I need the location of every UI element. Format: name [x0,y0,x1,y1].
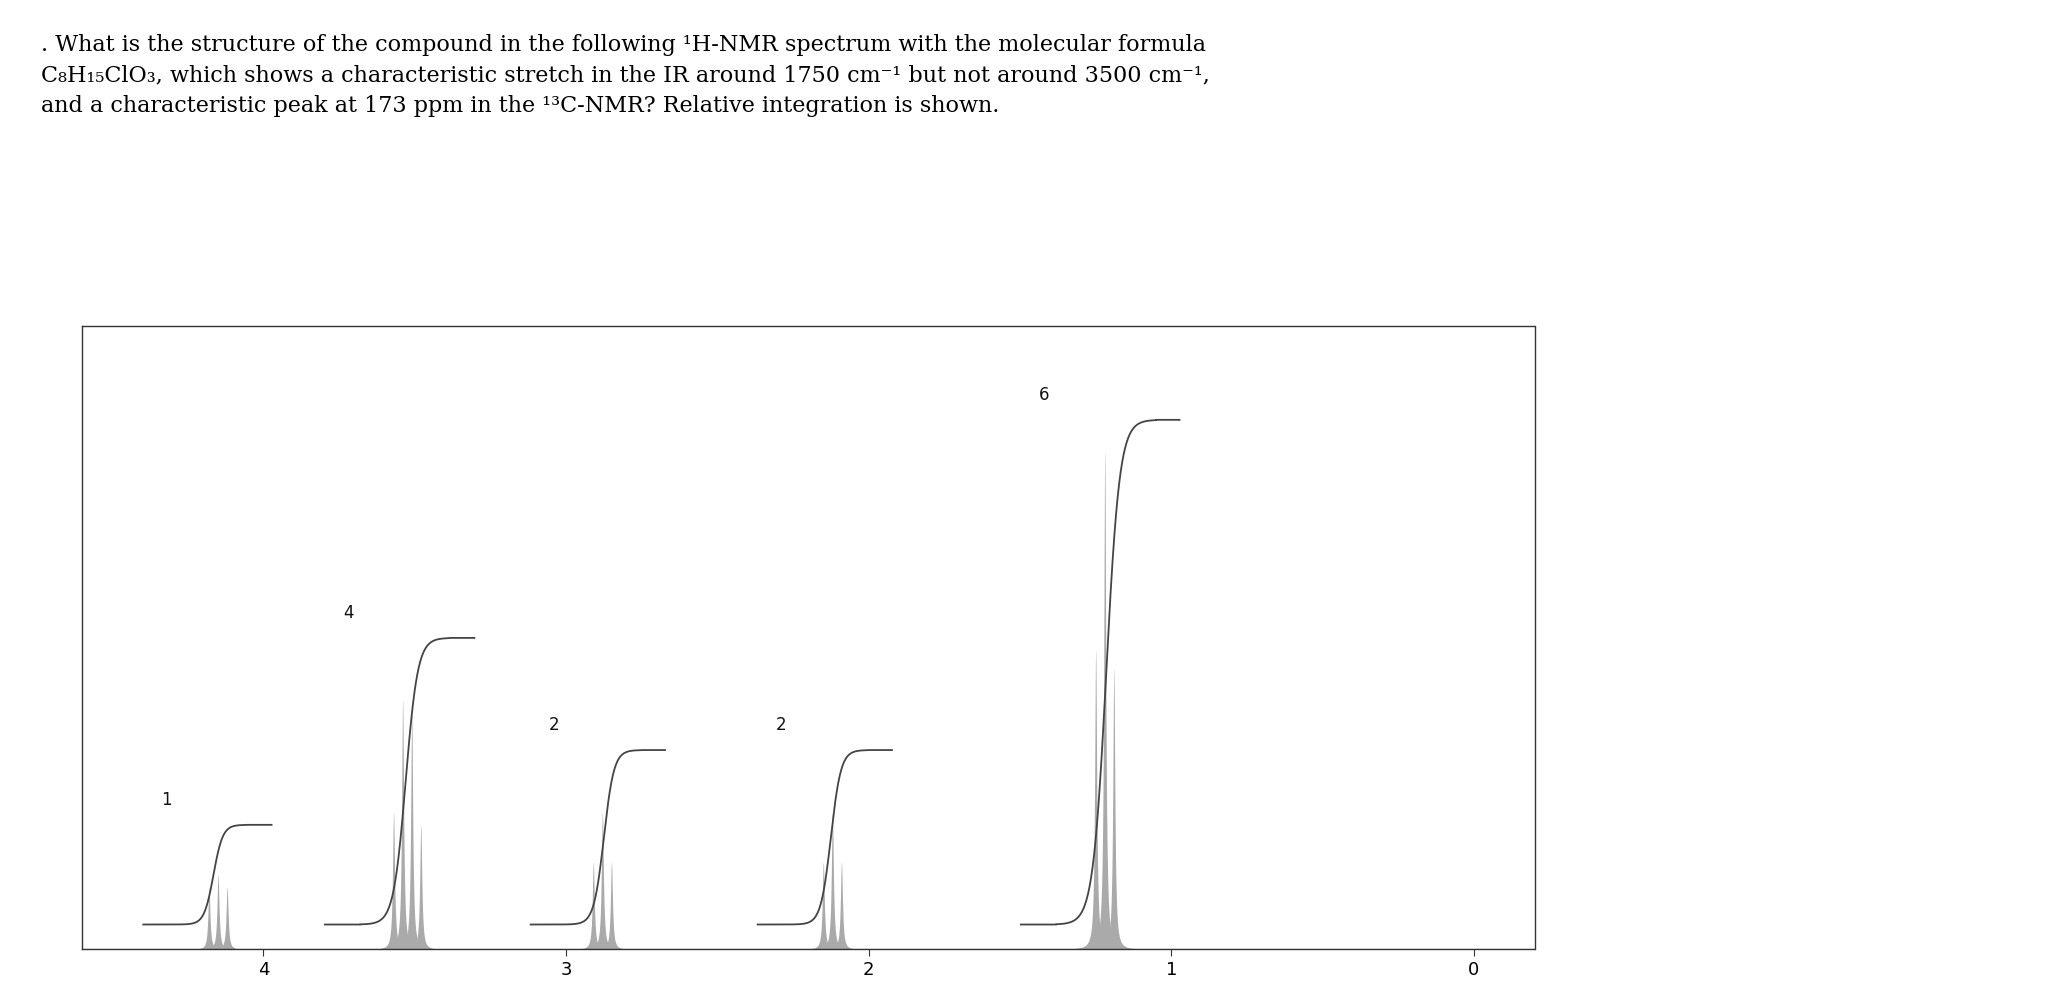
Text: 2: 2 [775,716,786,735]
Text: 4: 4 [344,604,354,622]
X-axis label: PPM: PPM [790,988,827,989]
Text: 2: 2 [548,716,559,735]
Text: 1: 1 [162,791,172,809]
Text: 6: 6 [1039,387,1050,405]
Text: . What is the structure of the compound in the following ¹H-NMR spectrum with th: . What is the structure of the compound … [41,34,1209,117]
